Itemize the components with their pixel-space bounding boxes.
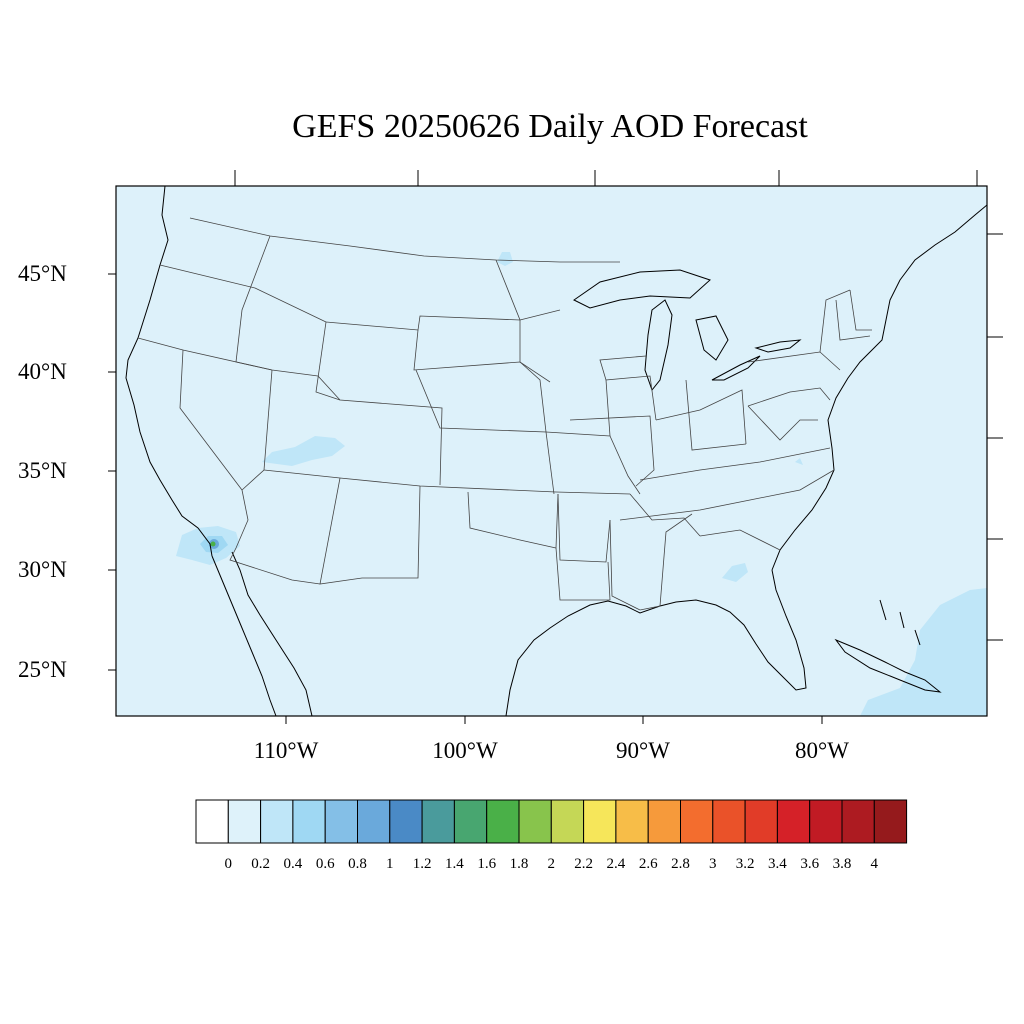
colorbar-tick-label: 3 — [709, 856, 717, 872]
colorbar-box — [227, 799, 262, 844]
colorbar-box — [809, 799, 843, 844]
colorbar-tick-label: 3.4 — [768, 856, 787, 872]
colorbar-tick-label: 0.2 — [251, 856, 270, 872]
colorbar-box — [195, 799, 229, 844]
colorbar-box — [647, 799, 682, 844]
great-lakes-superior — [573, 269, 711, 309]
aod-utah-plume — [262, 436, 345, 466]
bahamas — [879, 599, 921, 646]
aod-va-dot — [795, 458, 803, 465]
lat-label-30: 30°N — [18, 557, 67, 582]
colorbar-box — [712, 799, 746, 844]
colorbar-box — [292, 799, 326, 844]
colorbar-box — [615, 799, 649, 844]
cuba — [834, 638, 942, 693]
lon-label-80w: 80°W — [795, 738, 849, 763]
lat-label-35: 35°N — [18, 458, 67, 483]
state-borders — [137, 217, 872, 611]
great-lakes-huron — [695, 315, 729, 361]
coastline-gulf-mexico — [505, 569, 807, 716]
lat-label-40: 40°N — [18, 359, 67, 384]
colorbar-box — [389, 799, 423, 844]
colorbar-box — [357, 799, 391, 844]
lon-label-110w: 110°W — [253, 738, 319, 763]
coastline-west — [125, 186, 213, 557]
colorbar-tick-label: 3.8 — [832, 856, 852, 872]
colorbar-tick-label: 1.2 — [412, 856, 432, 872]
lon-label-90w: 90°W — [616, 738, 670, 763]
great-lakes-ontario — [754, 339, 802, 353]
colorbar-tick-label: 2.6 — [638, 856, 658, 872]
colorbar-box — [550, 799, 585, 844]
aod-caribbean-region — [860, 588, 987, 716]
colorbar-box — [841, 799, 875, 844]
lat-label-45: 45°N — [18, 261, 67, 286]
colorbar-tick-label: 3.6 — [800, 856, 820, 872]
colorbar — [195, 799, 908, 844]
colorbar-tick-label: 3.2 — [735, 856, 755, 872]
colorbar-tick-label: 2 — [547, 856, 556, 872]
coastline-east — [771, 204, 987, 571]
aod-nd-patch — [497, 252, 513, 266]
great-lakes-michigan — [644, 299, 673, 392]
colorbar-box — [260, 799, 294, 844]
lon-label-100w: 100°W — [432, 738, 498, 763]
frame-ticks — [108, 170, 1003, 724]
map-background — [116, 186, 987, 716]
colorbar-box — [453, 799, 488, 844]
colorbar-tick-label: 2.8 — [671, 856, 690, 872]
colorbar-box — [776, 799, 811, 844]
aod-baja-plume-core — [210, 541, 216, 547]
coastline-baja — [211, 555, 277, 716]
coastlines — [125, 186, 987, 716]
great-lakes-erie — [711, 355, 761, 381]
colorbar-box — [873, 799, 908, 844]
colorbar-tick-label: 1.8 — [509, 856, 529, 872]
colorbar-tick-label: 1 — [386, 856, 394, 872]
colorbar-box — [324, 799, 359, 844]
colorbar-box — [680, 799, 714, 844]
lat-label-25: 25°N — [18, 657, 67, 682]
colorbar-tick-label: 1.4 — [445, 856, 464, 872]
colorbar-tick-label: 2.2 — [574, 856, 593, 872]
coastline-gulf-ca — [231, 551, 313, 716]
colorbar-box — [744, 799, 778, 844]
colorbar-tick-label: 0 — [224, 856, 233, 872]
colorbar-tick-label: 0.6 — [315, 856, 335, 872]
map-frame — [115, 185, 988, 717]
colorbar-box — [421, 799, 455, 844]
colorbar-box — [583, 799, 617, 844]
colorbar-tick-label: 0.8 — [348, 856, 367, 872]
aod-georgia-patch — [722, 563, 748, 582]
colorbar-tick-label: 2.4 — [606, 856, 626, 872]
colorbar-tick-label: 4 — [870, 856, 879, 872]
colorbar-box — [518, 799, 552, 844]
figure-title: GEFS 20250626 Daily AOD Forecast — [292, 108, 808, 145]
colorbar-tick-label: 0.4 — [283, 856, 303, 872]
colorbar-tick-label: 1.6 — [477, 856, 497, 872]
colorbar-box — [486, 799, 520, 844]
